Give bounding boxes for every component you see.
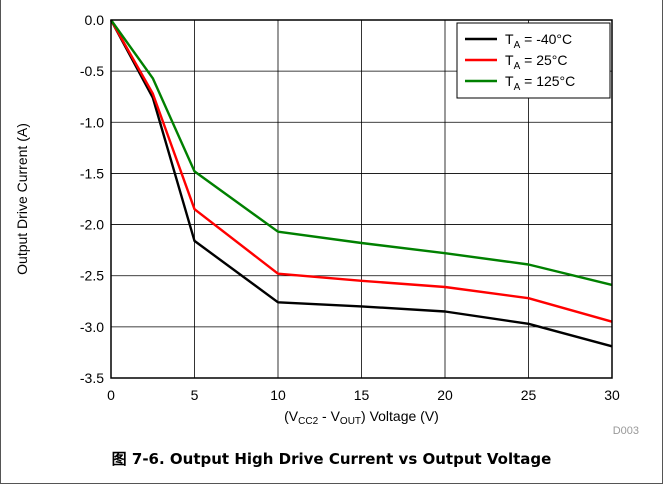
y-tick-label: -2.0 bbox=[80, 217, 104, 233]
series-line bbox=[110, 19, 613, 287]
series-lines bbox=[109, 19, 613, 348]
y-tick-label: -1.0 bbox=[80, 114, 104, 130]
x-tick-label: 20 bbox=[437, 387, 453, 403]
legend-entry-label: TA = 125°C bbox=[505, 73, 575, 93]
y-tick-label: -3.0 bbox=[80, 319, 104, 335]
x-axis-title-sub: OUT bbox=[340, 416, 361, 427]
x-tick-label: 5 bbox=[191, 387, 199, 403]
x-axis-title: (VCC2 - VOUT) Voltage (V) bbox=[284, 408, 439, 427]
x-axis-title-part: ) Voltage (V) bbox=[361, 408, 439, 424]
y-tick-label: -1.5 bbox=[80, 165, 104, 181]
x-tick-label: 25 bbox=[521, 387, 537, 403]
y-tick-label: -0.5 bbox=[80, 63, 104, 79]
x-axis-title-part: (V bbox=[284, 408, 299, 424]
legend-entry-label: TA = -40°C bbox=[505, 31, 572, 51]
series-line bbox=[109, 19, 613, 323]
legend-entry-label: TA = 25°C bbox=[505, 52, 567, 72]
x-tick-label: 0 bbox=[107, 387, 115, 403]
y-tick-label: -3.5 bbox=[80, 370, 104, 386]
x-axis-title-sub: CC2 bbox=[298, 416, 318, 427]
figure-caption: 图 7-6. Output High Drive Current vs Outp… bbox=[111, 450, 552, 468]
y-axis-title: Output Drive Current (A) bbox=[14, 123, 30, 275]
series-line bbox=[109, 19, 613, 348]
legend: TA = -40°CTA = 25°CTA = 125°C bbox=[456, 22, 611, 99]
x-axis-title-part: - V bbox=[318, 408, 340, 424]
line-chart: 0 5 10 15 20 25 30 0.0 -0.5 -1.0 -1.5 -2.0 -2.5 -3.0… bbox=[14, 12, 639, 437]
y-tick-labels: 0.0 -0.5 -1.0 -1.5 -2.0 -2.5 -3.0 -3.5 bbox=[80, 12, 104, 386]
figure-code: D003 bbox=[613, 425, 639, 437]
x-tick-label: 30 bbox=[604, 387, 620, 403]
x-tick-label: 15 bbox=[354, 387, 370, 403]
x-tick-label: 10 bbox=[270, 387, 286, 403]
x-tick-labels: 0 5 10 15 20 25 30 bbox=[107, 387, 620, 403]
y-tick-label: -2.5 bbox=[80, 268, 104, 284]
plot-area-border bbox=[110, 19, 613, 379]
y-tick-label: 0.0 bbox=[85, 12, 105, 28]
